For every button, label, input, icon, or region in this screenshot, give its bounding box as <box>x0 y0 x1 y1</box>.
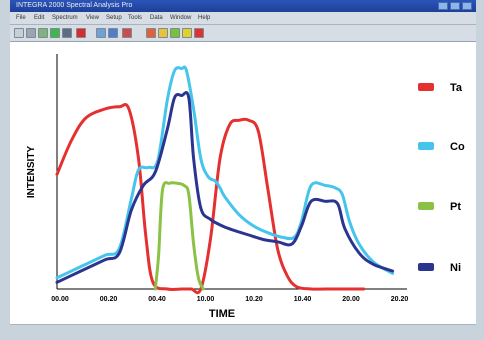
menu-setup[interactable]: Setup <box>106 15 122 21</box>
menu-help[interactable]: Help <box>198 15 211 21</box>
x-tick-labels: 00.00 00.20 00.40 10.00 10.20 10.40 20.00 20.20 <box>51 296 408 303</box>
table-icon[interactable] <box>108 28 118 38</box>
menu-view[interactable]: View <box>86 15 99 21</box>
menu-data[interactable]: Data <box>150 15 163 21</box>
restore-button[interactable] <box>450 2 460 10</box>
menu-tools[interactable]: Tools <box>128 15 143 21</box>
stop-icon[interactable] <box>76 28 86 38</box>
x-tick-label: 00.40 <box>148 296 166 303</box>
tool-icon[interactable] <box>38 28 48 38</box>
x-tick-label: 00.00 <box>51 296 69 303</box>
legend-label-ta: Ta <box>450 82 463 94</box>
plot-area: 00.00 00.20 00.40 10.00 10.20 10.40 20.00 20.20… <box>10 42 476 324</box>
record-icon[interactable] <box>194 28 204 38</box>
graph-icon[interactable] <box>96 28 106 38</box>
title-bar[interactable]: INTEGRA 2000 Spectral Analysis Pro <box>10 0 476 12</box>
legend-swatch-ni <box>418 263 434 271</box>
minimize-button[interactable] <box>438 2 448 10</box>
series-line-ni <box>55 90 395 284</box>
x-axis-title: TIME <box>209 308 235 320</box>
titlebar-buttons <box>438 2 472 10</box>
legend-label-pt: Pt <box>450 201 461 213</box>
y-axis-title: INTENSITY <box>26 146 37 199</box>
x-tick-label: 20.20 <box>391 296 409 303</box>
menu-bar: File Edit Spectrum View Setup Tools Data… <box>10 12 476 25</box>
close-button[interactable] <box>462 2 472 10</box>
toolbar <box>10 25 476 42</box>
legend-label-ni: Ni <box>450 262 461 274</box>
window-title: INTEGRA 2000 Spectral Analysis Pro <box>16 2 133 9</box>
refresh-icon[interactable] <box>158 28 168 38</box>
menu-file[interactable]: File <box>16 15 26 21</box>
menu-edit[interactable]: Edit <box>34 15 45 21</box>
app-window: INTEGRA 2000 Spectral Analysis Pro File … <box>10 0 476 340</box>
grid-icon[interactable] <box>14 28 24 38</box>
legend: Ta Co Pt Ni <box>418 82 465 274</box>
legend-swatch-ta <box>418 83 434 91</box>
plot-icon[interactable] <box>26 28 36 38</box>
next-icon[interactable] <box>170 28 180 38</box>
intensity-chart: 00.00 00.20 00.40 10.00 10.20 10.40 20.00 20.20… <box>26 54 465 320</box>
legend-swatch-pt <box>418 202 434 210</box>
zoom-icon[interactable] <box>62 28 72 38</box>
series-layer <box>55 65 395 295</box>
x-tick-label: 10.20 <box>245 296 263 303</box>
status-bar <box>10 324 476 340</box>
x-tick-label: 10.00 <box>197 296 215 303</box>
x-tick-label: 00.20 <box>100 296 118 303</box>
series-line-pt <box>153 181 205 291</box>
menu-window[interactable]: Window <box>170 15 192 21</box>
series-line-ta <box>55 103 366 295</box>
mark-icon[interactable] <box>182 28 192 38</box>
chart-icon[interactable] <box>50 28 60 38</box>
settings-icon[interactable] <box>146 28 156 38</box>
menu-spectrum[interactable]: Spectrum <box>52 15 78 21</box>
export-icon[interactable] <box>122 28 132 38</box>
x-tick-label: 10.40 <box>294 296 312 303</box>
legend-swatch-co <box>418 142 434 150</box>
x-tick-label: 20.00 <box>342 296 360 303</box>
series-line-co <box>55 65 395 280</box>
legend-label-co: Co <box>450 141 465 153</box>
